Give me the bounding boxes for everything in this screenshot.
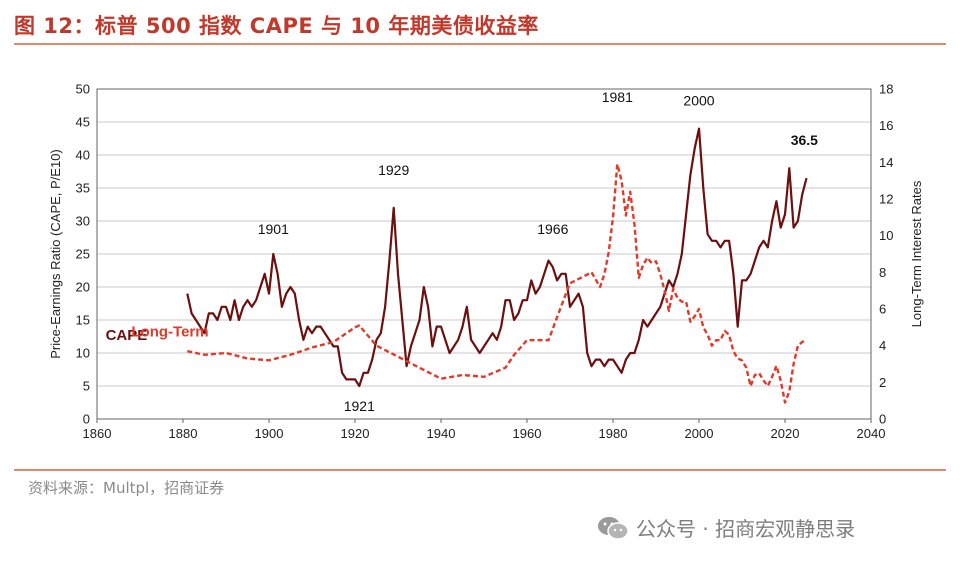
y-left-tick-label: 45 <box>76 115 90 130</box>
y-left-tick-label: 25 <box>76 247 90 262</box>
y-left-tick-label: 5 <box>83 379 90 394</box>
annotation-label: 1921 <box>344 398 375 414</box>
y-right-tick-label: 14 <box>879 155 893 170</box>
x-tick-label: 1860 <box>83 426 112 441</box>
footer-divider <box>14 469 946 471</box>
plot-frame <box>96 88 872 420</box>
x-tick-labels: 1860 1880 1900 1920 1940 1960 1980 2000 2020 2040 <box>83 419 886 441</box>
x-tick-label: 1880 <box>169 426 198 441</box>
annotation-label: 1901 <box>258 221 289 237</box>
y-left-tick-label: 20 <box>76 280 90 295</box>
annotation-label: 2000 <box>683 93 714 109</box>
watermark-text: 公众号 · 招商宏观静思录 <box>636 517 856 541</box>
series-label: Long-Term <box>131 324 208 341</box>
y-right-tick-label: 12 <box>879 192 893 207</box>
latest-value-label: 36.5 <box>791 132 818 148</box>
x-tick-label: 1900 <box>255 426 284 441</box>
x-tick-label: 1960 <box>513 426 542 441</box>
y-left-tick-label: 0 <box>83 412 90 427</box>
y-right-tick-label: 18 <box>879 82 893 97</box>
y-right-tick-label: 4 <box>879 338 886 353</box>
y-left-tick-label: 35 <box>76 181 90 196</box>
y-right-tick-label: 2 <box>879 375 886 390</box>
y-left-tick-label: 30 <box>76 214 90 229</box>
title-divider <box>14 43 946 45</box>
cape-rate-chart: 1860 1880 1900 1920 1940 1960 1980 2000 2020 2040… <box>48 82 924 442</box>
y-left-tick-label: 10 <box>76 346 90 361</box>
annotation-label: 1966 <box>537 221 568 237</box>
y-left-tick-label: 40 <box>76 148 90 163</box>
series-line-long-term <box>187 163 807 404</box>
y-axis-right-label: Long-Term Interest Rates <box>909 180 924 327</box>
watermark: 公众号 · 招商宏观静思录 <box>596 513 855 542</box>
y-right-tick-label: 0 <box>879 412 886 427</box>
x-tick-label: 2040 <box>857 426 886 441</box>
y-right-tick-label: 10 <box>879 228 893 243</box>
annotation-label: 1981 <box>602 89 633 105</box>
grid-lines <box>97 121 871 387</box>
x-tick-label: 2000 <box>685 426 714 441</box>
series-group <box>186 127 808 404</box>
y-axis-left-label: Price-Earnings Ratio (CAPE, P/E10) <box>48 149 63 359</box>
source-note: 资料来源：Multpl，招商证券 <box>28 479 225 497</box>
y-right-tick-label: 8 <box>879 265 886 280</box>
series-line-cape <box>186 127 808 388</box>
y-right-tick-label: 6 <box>879 302 886 317</box>
y-right-tick-label: 16 <box>879 118 893 133</box>
x-tick-label: 1980 <box>599 426 628 441</box>
wechat-icon <box>598 516 629 540</box>
y-right-tick-labels: 0 2 4 6 8 10 12 14 16 18 <box>879 82 893 427</box>
figure-title: 图 12：标普 500 指数 CAPE 与 10 年期美债收益率 <box>14 14 539 38</box>
annotations: 1901 1929 1921 1966 1981 2000 36.5 <box>258 89 818 414</box>
y-left-tick-label: 15 <box>76 313 90 328</box>
y-left-tick-labels: 0 5 10 15 20 25 30 35 40 45 50 <box>76 82 90 427</box>
x-tick-label: 1920 <box>341 426 370 441</box>
annotation-label: 1929 <box>378 162 409 178</box>
x-tick-label: 2020 <box>771 426 800 441</box>
y-left-tick-label: 50 <box>76 82 90 97</box>
series-label: CAPE <box>106 327 148 344</box>
x-tick-label: 1940 <box>427 426 456 441</box>
